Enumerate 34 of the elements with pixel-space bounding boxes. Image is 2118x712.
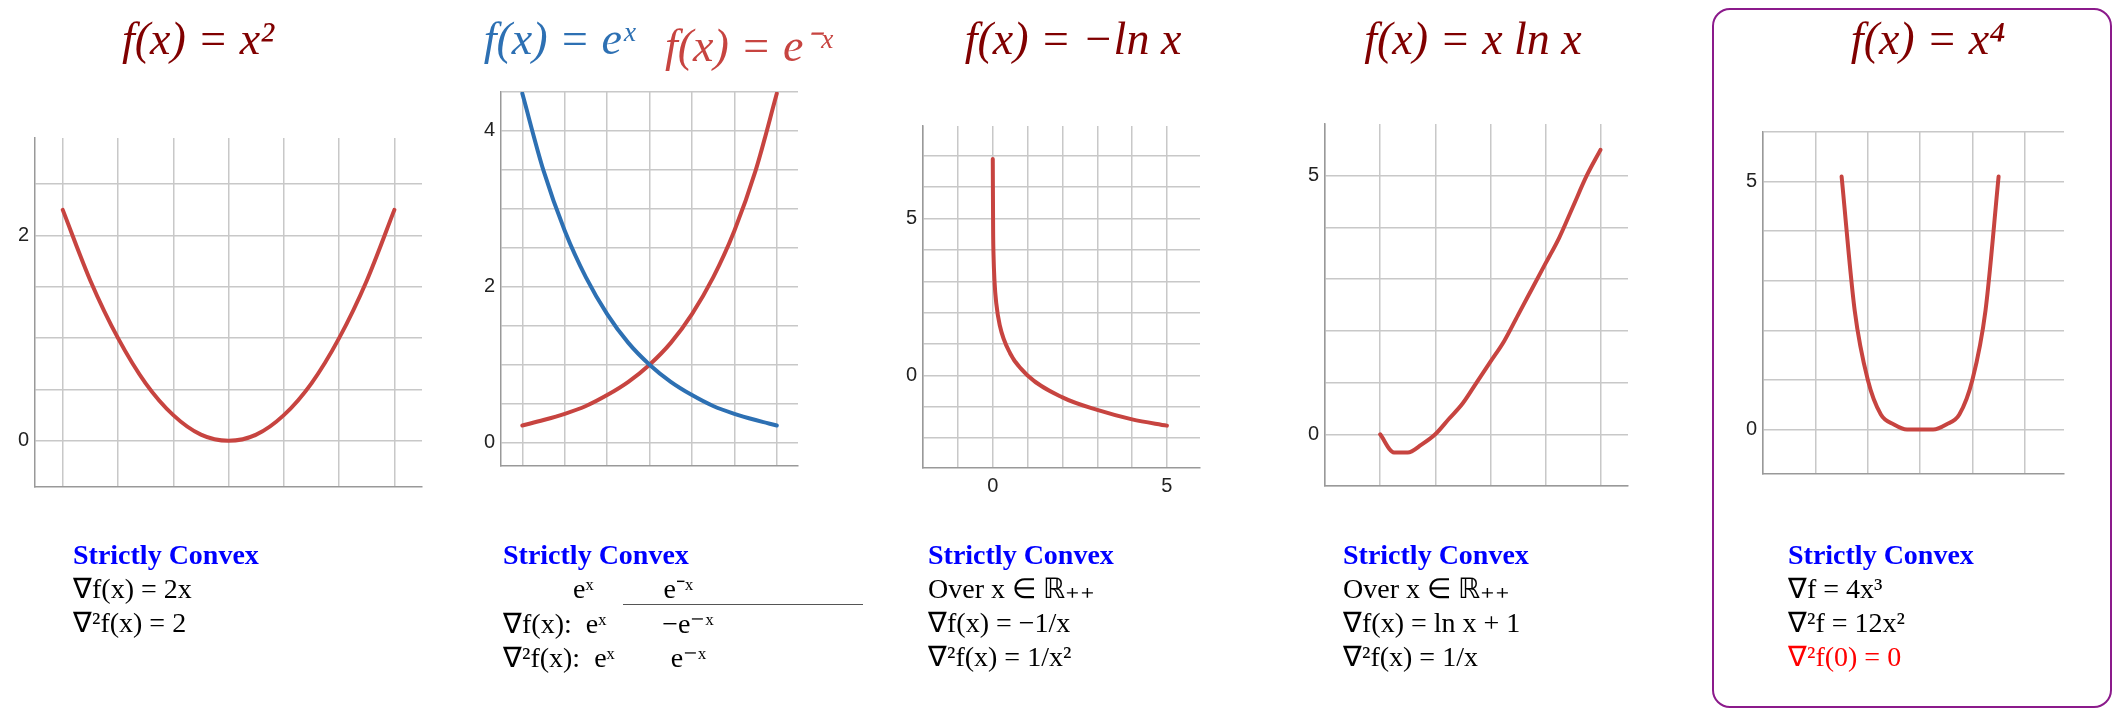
- line-series: [1378, 147, 1603, 455]
- chart-title: f(x) = x⁴: [1850, 12, 2006, 65]
- text: ∇f(x) = ln x + 1: [1343, 606, 1522, 640]
- text: Strictly Convex: [503, 538, 690, 572]
- text: Strictly Convex: [928, 538, 1114, 572]
- text: ∇f = 4x³: [1788, 572, 1884, 606]
- series-label: f(x) = eˣ: [483, 12, 635, 66]
- text: ∇²f(0) = 0: [1788, 640, 1903, 674]
- text: ∇²f(x) = 2: [73, 606, 188, 640]
- y-tick-label: 4: [484, 118, 496, 141]
- text: eˣ e⁻ˣ: [572, 572, 695, 606]
- text: Over x ∈ ℝ₊₊: [928, 572, 1096, 606]
- line-series: [520, 92, 779, 428]
- text: ∇²f = 12x²: [1788, 606, 1906, 640]
- chart-title: f(x) = −ln x: [964, 12, 1182, 65]
- line-series: [990, 156, 1169, 428]
- chart-title: f(x) = x²: [121, 12, 275, 65]
- text: ∇²f(x) = 1/x²: [928, 640, 1073, 674]
- text: ∇²f(x): eˣ e⁻ˣ: [503, 641, 708, 675]
- text: ∇f(x) = 2x: [73, 572, 193, 606]
- text: ∇f(x): eˣ −e⁻ˣ: [503, 607, 715, 641]
- y-tick-label: 0: [484, 430, 496, 453]
- text: ∇f(x) = −1/x: [928, 606, 1072, 640]
- y-tick-label: 2: [484, 274, 496, 297]
- text: ∇²f(x) = 1/x: [1343, 640, 1479, 674]
- text: Strictly Convex: [1788, 538, 1974, 572]
- text: Over x ∈ ℝ₊₊: [1343, 572, 1511, 606]
- chart-title: f(x) = x ln x: [1364, 12, 1582, 65]
- text: Strictly Convex: [1343, 538, 1529, 572]
- line-series: [1839, 174, 2001, 432]
- line-series: [60, 207, 397, 443]
- y-tick-label: 2: [18, 223, 30, 246]
- series-label: f(x) = e⁻ˣ: [665, 19, 833, 73]
- text: Strictly Convex: [73, 538, 259, 572]
